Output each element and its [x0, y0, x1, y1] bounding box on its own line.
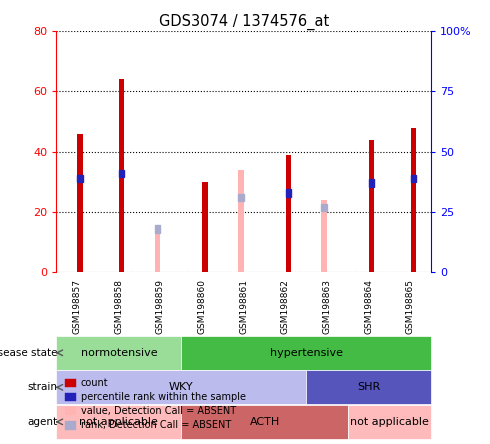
Text: WKY: WKY — [169, 382, 194, 392]
FancyBboxPatch shape — [348, 405, 431, 439]
Bar — [202, 182, 208, 273]
FancyBboxPatch shape — [306, 370, 431, 404]
Text: agent: agent — [27, 417, 57, 427]
Bar — [286, 189, 291, 197]
FancyBboxPatch shape — [56, 405, 181, 439]
Bar — [369, 179, 374, 187]
Bar — [65, 421, 76, 429]
FancyBboxPatch shape — [181, 405, 348, 439]
Text: not applicable: not applicable — [350, 417, 429, 427]
Bar — [238, 170, 244, 273]
Text: hypertensive: hypertensive — [270, 348, 343, 358]
Bar — [155, 225, 160, 233]
Bar — [77, 134, 83, 273]
Bar — [238, 194, 244, 202]
Text: strain: strain — [27, 382, 57, 392]
FancyBboxPatch shape — [181, 336, 431, 370]
Bar — [369, 140, 374, 273]
Bar — [321, 200, 327, 273]
Text: percentile rank within the sample: percentile rank within the sample — [80, 392, 245, 402]
Bar — [65, 407, 76, 415]
Text: not applicable: not applicable — [79, 417, 158, 427]
Title: GDS3074 / 1374576_at: GDS3074 / 1374576_at — [159, 13, 329, 30]
FancyBboxPatch shape — [56, 336, 181, 370]
Text: ACTH: ACTH — [249, 417, 280, 427]
Text: rank, Detection Call = ABSENT: rank, Detection Call = ABSENT — [80, 420, 231, 430]
Text: disease state: disease state — [0, 348, 57, 358]
Bar — [77, 174, 83, 182]
Bar — [119, 79, 124, 273]
Bar — [411, 127, 416, 273]
Bar — [65, 379, 76, 387]
Bar — [286, 155, 291, 273]
FancyBboxPatch shape — [56, 370, 306, 404]
Text: count: count — [80, 378, 108, 388]
Text: normotensive: normotensive — [80, 348, 157, 358]
Text: value, Detection Call = ABSENT: value, Detection Call = ABSENT — [80, 406, 236, 416]
Bar — [321, 203, 327, 211]
Text: SHR: SHR — [357, 382, 380, 392]
Bar — [155, 230, 160, 273]
Bar — [65, 393, 76, 401]
Bar — [119, 170, 124, 177]
Bar — [411, 174, 416, 182]
